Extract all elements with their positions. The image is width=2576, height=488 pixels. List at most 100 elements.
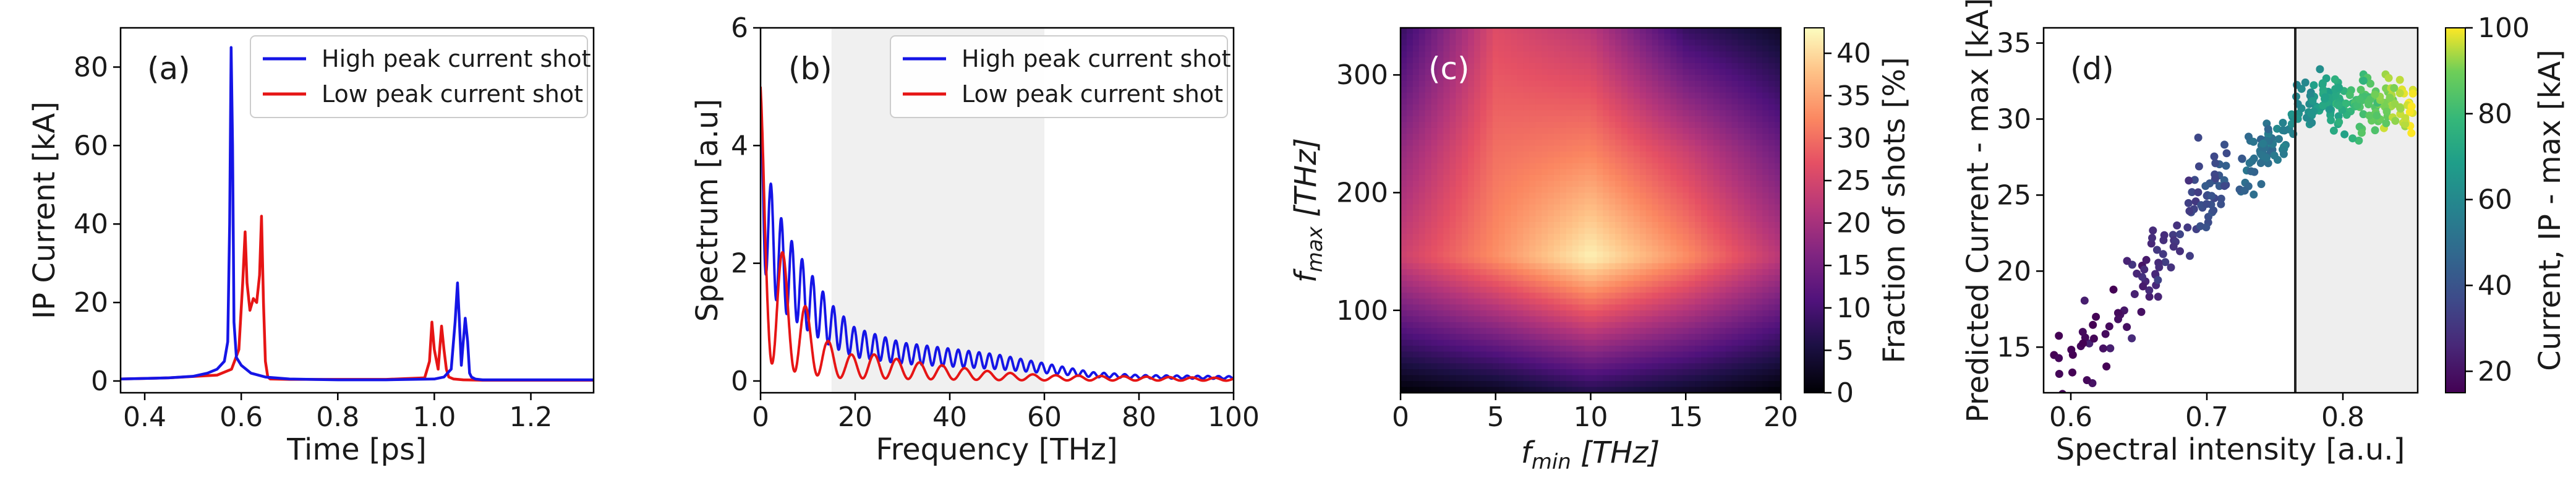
panel-c-heatmap-cell <box>1559 286 1567 293</box>
panel-c-heatmap-cell <box>1664 269 1671 276</box>
panel-c-heatmap-cell <box>1566 98 1573 105</box>
panel-c-heatmap-cell <box>1443 63 1451 70</box>
panel-c-heatmap-cell <box>1584 75 1592 82</box>
panel-c-heatmap-cell <box>1566 75 1573 82</box>
panel-c-heatmap-cell <box>1701 181 1708 187</box>
panel-c-heatmap-cell <box>1554 269 1561 276</box>
panel-c-heatmap-cell <box>1701 328 1708 335</box>
panel-c-heatmap-cell <box>1621 381 1628 388</box>
panel-c-heatmap-cell <box>1406 345 1414 353</box>
panel-c-heatmap-cell <box>1658 328 1665 335</box>
panel-c-heatmap-cell <box>1713 92 1720 99</box>
panel-c-heatmap-cell <box>1548 239 1555 246</box>
panel-c-heatmap-cell <box>1437 51 1444 58</box>
panel-c-heatmap-cell <box>1725 340 1733 346</box>
panel-c-heatmap-cell <box>1664 199 1671 205</box>
panel-c-heatmap-cell <box>1412 57 1420 64</box>
panel-c-heatmap-cell <box>1535 51 1542 58</box>
panel-c-heatmap-cell <box>1456 104 1462 111</box>
panel-c-heatmap-cell <box>1449 204 1457 211</box>
panel-c-heatmap-cell <box>1406 40 1414 46</box>
panel-c-heatmap-cell <box>1652 98 1659 105</box>
panel-c-heatmap-cell <box>1443 127 1451 135</box>
panel-c-heatmap-cell <box>1511 63 1518 70</box>
panel-c-heatmap-cell <box>1449 369 1457 376</box>
panel-d-scatter-point <box>2308 96 2317 105</box>
panel-c-heatmap-cell <box>1504 234 1512 241</box>
panel-c-heatmap-cell <box>1756 251 1763 258</box>
panel-c-heatmap-cell <box>1578 192 1585 199</box>
panel-c-ylabel: fmax [THz] <box>1289 138 1328 283</box>
panel-c-heatmap-cell <box>1542 163 1548 170</box>
panel-c-heatmap-cell <box>1744 363 1751 370</box>
panel-c-heatmap-cell <box>1572 228 1579 234</box>
panel-c-heatmap-cell <box>1462 228 1469 234</box>
panel-c-heatmap-cell <box>1523 210 1530 217</box>
panel-c-heatmap-cell <box>1603 87 1610 93</box>
panel-c-colorbar-tick-label: 10 <box>1836 293 1871 324</box>
panel-d-scatter-point <box>2382 119 2390 127</box>
panel-c-heatmap-cell <box>1523 181 1530 187</box>
panel-c-heatmap-cell <box>1578 310 1585 317</box>
panel-d-scatter-point <box>2279 119 2287 127</box>
panel-c-heatmap-cell <box>1658 122 1665 129</box>
panel-c-heatmap-cell <box>1511 375 1518 382</box>
panel-c-heatmap-cell <box>1645 275 1653 281</box>
panel-c-heatmap-cell <box>1627 63 1634 70</box>
panel-c-heatmap-cell <box>1425 116 1432 122</box>
panel-c-heatmap-cell <box>1750 281 1757 288</box>
panel-c-heatmap-cell <box>1645 87 1653 93</box>
panel-c-heatmap-cell <box>1695 116 1702 122</box>
panel-c-heatmap-cell <box>1480 263 1487 270</box>
panel-c-heatmap-cell <box>1683 98 1689 105</box>
panel-c-heatmap-cell <box>1768 169 1775 176</box>
panel-c-heatmap-cell <box>1621 281 1628 288</box>
panel-c-heatmap-cell <box>1689 363 1695 370</box>
panel-c-heatmap-cell <box>1750 275 1757 281</box>
panel-c-heatmap-cell <box>1548 298 1555 305</box>
panel-c-heatmap-cell <box>1431 210 1438 217</box>
panel-c-heatmap-cell <box>1572 251 1579 258</box>
panel-c-heatmap-cell <box>1689 257 1695 264</box>
panel-c-heatmap-cell <box>1652 181 1659 187</box>
panel-c-heatmap-cell <box>1474 192 1481 199</box>
panel-c-heatmap-cell <box>1431 92 1438 99</box>
panel-c-heatmap-cell <box>1768 192 1775 199</box>
panel-c-heatmap-cell <box>1542 286 1548 293</box>
panel-c-heatmap-cell <box>1670 210 1678 217</box>
panel-c-heatmap-cell <box>1584 216 1592 223</box>
panel-c-heatmap-cell <box>1517 281 1524 288</box>
panel-c-heatmap-cell <box>1645 116 1653 122</box>
panel-c-heatmap-cell <box>1768 98 1775 105</box>
panel-c-heatmap-cell <box>1572 316 1579 323</box>
panel-c-heatmap-cell <box>1756 40 1763 46</box>
panel-c-heatmap-cell <box>1468 40 1475 46</box>
panel-c-heatmap-cell <box>1664 381 1671 388</box>
panel-c-heatmap-cell <box>1548 369 1555 376</box>
panel-c-heatmap-cell <box>1738 251 1745 258</box>
panel-c-heatmap-cell <box>1535 204 1542 211</box>
panel-c-heatmap-cell <box>1731 328 1739 335</box>
panel-c-heatmap-cell <box>1664 51 1671 58</box>
panel-c-heatmap-cell <box>1627 322 1634 329</box>
panel-c-heatmap-cell <box>1750 387 1757 393</box>
panel-c-heatmap-cell <box>1462 293 1469 299</box>
panel-c-heatmap-cell <box>1559 328 1567 335</box>
panel-c-heatmap-cell <box>1486 45 1493 52</box>
panel-c-heatmap-cell <box>1664 33 1671 40</box>
panel-c-heatmap-cell <box>1762 80 1769 87</box>
panel-c-heatmap-cell <box>1418 28 1426 35</box>
panel-c-heatmap-cell <box>1664 222 1671 229</box>
panel-c-heatmap-cell <box>1639 51 1647 58</box>
panel-c-heatmap-cell <box>1462 110 1469 117</box>
panel-c-heatmap-cell <box>1689 104 1695 111</box>
panel-c-heatmap-cell <box>1750 369 1757 376</box>
panel-c-heatmap-cell <box>1707 275 1714 281</box>
panel-c-heatmap-cell <box>1559 304 1567 311</box>
panel-c-heatmap-cell <box>1548 33 1555 40</box>
panel-c-heatmap-cell <box>1418 80 1426 87</box>
panel-c-heatmap-cell <box>1584 381 1592 388</box>
panel-c-heatmap-cell <box>1437 75 1444 82</box>
panel-c-heatmap-cell <box>1639 269 1647 276</box>
panel-c-heatmap-cell <box>1474 387 1481 393</box>
